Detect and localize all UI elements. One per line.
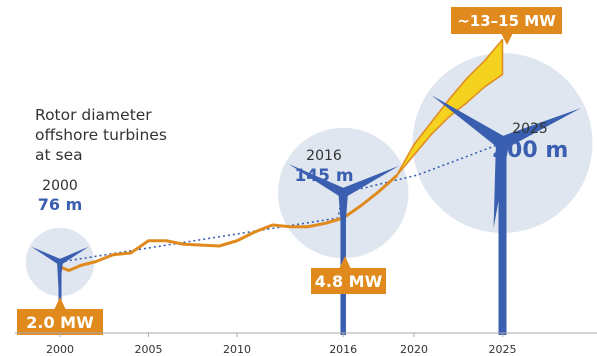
blade-2025-2 — [493, 142, 510, 229]
power-label-2000: 2.0 MW — [26, 313, 94, 332]
power-box-2000 — [17, 309, 103, 335]
x-tick-label-2016: 2016 — [329, 343, 357, 356]
hub-2025 — [496, 137, 509, 149]
turbine-diameter-2000: 76 m — [38, 195, 83, 214]
blade-2025-1 — [499, 108, 581, 150]
hub-2000 — [57, 259, 63, 265]
x-tick-label-2025: 2025 — [489, 343, 517, 356]
x-axis: 2000 2005 2010 2016 2020 2025 — [15, 332, 597, 356]
power-label-2025: ~13–15 MW — [457, 12, 556, 30]
x-tick-label-2005: 2005 — [135, 343, 163, 356]
annotation-line-1: Rotor diameter — [35, 106, 152, 124]
power-line — [58, 174, 398, 272]
turbine-year-2016: 2016 — [306, 148, 342, 164]
annotation-line-2: offshore turbines — [35, 126, 167, 144]
power-box-2025 — [451, 7, 562, 34]
blade-2000-0 — [31, 246, 62, 265]
turbine-year-2000: 2000 — [42, 178, 78, 194]
turbine-year-2025: 2025 — [512, 121, 548, 137]
power-pointer-2016 — [339, 256, 351, 269]
hub-2016 — [338, 188, 348, 198]
x-tick-label-2020: 2020 — [400, 343, 428, 356]
x-tick-label-2010: 2010 — [223, 343, 251, 356]
turbine-diameter-2025: 200 m — [492, 138, 569, 163]
power-pointer-2025 — [501, 33, 513, 45]
power-pointer-2000 — [54, 297, 66, 310]
blade-2000-1 — [58, 246, 89, 265]
power-box-2016 — [311, 268, 386, 294]
blade-2016-2 — [338, 193, 348, 255]
turbine-blades — [31, 95, 581, 295]
annotation-line-3: at sea — [35, 146, 83, 164]
annotation: Rotor diameter offshore turbines at sea — [35, 106, 167, 164]
blade-2016-0 — [288, 163, 346, 198]
blade-2025-0 — [431, 95, 507, 149]
tower-2025 — [498, 143, 507, 335]
turbine-diameter-2016: 145 m — [294, 166, 353, 186]
blade-2000-2 — [57, 261, 63, 295]
power-label-2016: 4.8 MW — [315, 272, 383, 291]
blade-2016-1 — [341, 165, 399, 198]
x-tick-label-2000: 2000 — [46, 343, 74, 356]
power-line-path — [58, 174, 398, 272]
